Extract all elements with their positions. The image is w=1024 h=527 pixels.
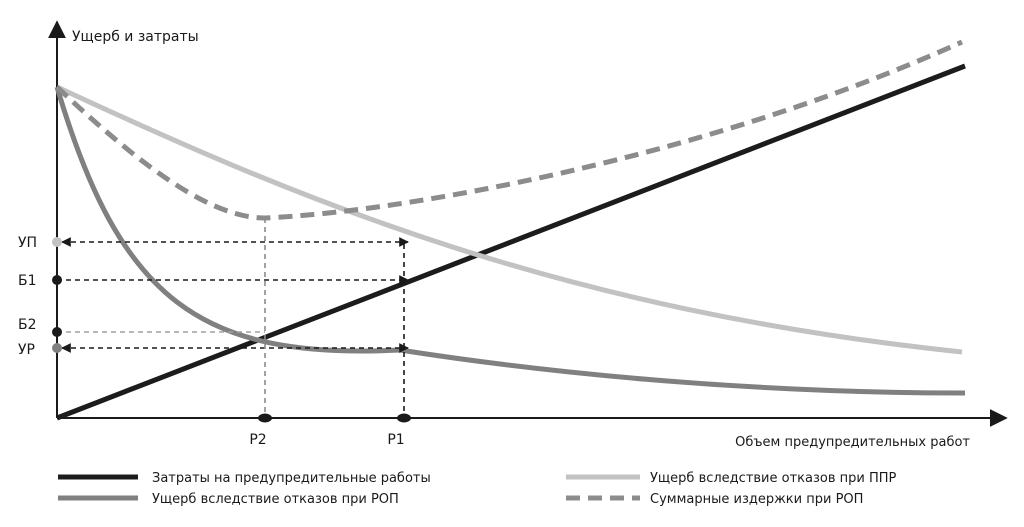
y-level-dot-b1 [52, 275, 62, 285]
y-level-label-up: УП [18, 235, 37, 251]
legend-label-total-rop: Суммарные издержки при РОП [650, 492, 863, 507]
legend-label-damage-ppr: Ущерб вследствие отказов при ППР [650, 471, 897, 486]
series-line-damage-ppr [55, 84, 963, 355]
x-point-label-p1: Р1 [387, 432, 404, 448]
legend-label-damage-rop: Ущерб вследствие отказов при РОП [152, 492, 399, 507]
series-line-prevention-costs [56, 63, 966, 421]
x-point-label-p2: Р2 [249, 432, 266, 448]
y-level-label-ur: УР [18, 342, 35, 358]
x-point-dot-p1 [397, 413, 411, 423]
y-level-dot-up [52, 237, 62, 247]
series-line-total-rop [55, 39, 964, 221]
x-axis-label: Объем предупредительных работ [735, 435, 970, 450]
y-level-label-b1: Б1 [18, 273, 37, 289]
y-axis-label: Ущерб и затраты [72, 29, 199, 45]
y-level-dot-ur [52, 343, 62, 353]
legend: Затраты на предупредительные работы Ущер… [58, 471, 897, 507]
legend-label-prevention-costs: Затраты на предупредительные работы [152, 471, 431, 486]
x-point-dot-p2 [258, 413, 272, 423]
y-level-dot-b2 [52, 327, 62, 337]
y-level-label-b2: Б2 [18, 317, 37, 333]
